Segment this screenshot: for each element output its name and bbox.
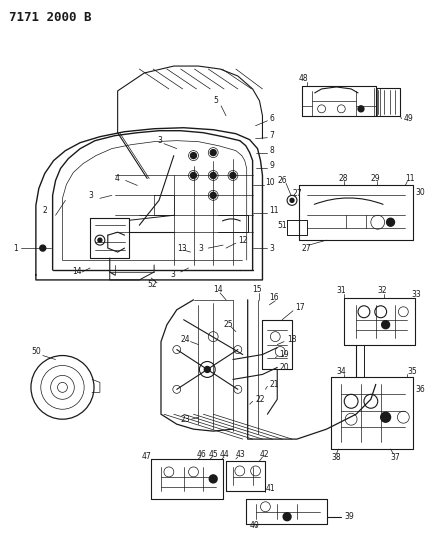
Circle shape: [190, 152, 196, 158]
Text: 33: 33: [411, 290, 421, 300]
Text: 30: 30: [415, 188, 425, 197]
Text: 41: 41: [265, 484, 275, 494]
Circle shape: [190, 173, 196, 179]
Circle shape: [210, 173, 216, 179]
Text: 40: 40: [250, 521, 259, 530]
Text: 37: 37: [390, 453, 400, 462]
Text: 3: 3: [88, 191, 93, 200]
Text: 1: 1: [13, 244, 18, 253]
Text: 9: 9: [269, 161, 274, 170]
Text: 16: 16: [269, 293, 279, 302]
Text: 13: 13: [177, 244, 186, 253]
Text: 25: 25: [223, 320, 233, 329]
Text: 4: 4: [115, 174, 119, 183]
Circle shape: [358, 106, 364, 112]
Text: 21: 21: [269, 380, 279, 389]
Text: 15: 15: [253, 285, 262, 294]
Circle shape: [40, 245, 46, 251]
Text: 14: 14: [213, 285, 223, 294]
Text: 27: 27: [292, 189, 302, 198]
Text: 29: 29: [371, 174, 380, 183]
Text: 8: 8: [269, 146, 274, 155]
Circle shape: [380, 412, 390, 422]
Circle shape: [283, 513, 291, 521]
Circle shape: [290, 198, 294, 203]
Text: 2: 2: [43, 206, 48, 215]
Text: 12: 12: [238, 236, 247, 245]
Text: 3: 3: [199, 244, 203, 253]
Text: 36: 36: [415, 385, 425, 394]
Text: 10: 10: [265, 178, 275, 187]
Text: 52: 52: [147, 280, 157, 289]
Text: 43: 43: [236, 449, 246, 458]
Text: 39: 39: [344, 512, 354, 521]
Text: 28: 28: [338, 174, 348, 183]
Text: 38: 38: [331, 453, 341, 462]
Text: 3: 3: [269, 244, 274, 253]
Text: 48: 48: [299, 75, 309, 84]
Text: 6: 6: [269, 114, 274, 123]
Text: 23: 23: [181, 415, 190, 424]
Text: 46: 46: [196, 449, 206, 458]
Text: 27: 27: [302, 244, 312, 253]
Text: 11: 11: [405, 174, 415, 183]
Circle shape: [230, 173, 236, 179]
Circle shape: [209, 475, 217, 483]
Text: 24: 24: [181, 335, 190, 344]
Text: 20: 20: [279, 363, 289, 372]
Text: 34: 34: [336, 367, 346, 376]
Text: 44: 44: [220, 449, 230, 458]
Text: 32: 32: [378, 286, 387, 295]
Circle shape: [98, 238, 102, 242]
Circle shape: [210, 192, 216, 198]
Text: 7171 2000 B: 7171 2000 B: [9, 11, 92, 25]
Text: 22: 22: [256, 395, 265, 404]
Text: 17: 17: [295, 303, 305, 312]
Text: 31: 31: [336, 286, 346, 295]
Text: 3: 3: [157, 136, 162, 145]
Text: 42: 42: [259, 449, 269, 458]
Text: 51: 51: [277, 221, 287, 230]
Text: 50: 50: [31, 347, 41, 356]
Text: 14: 14: [72, 268, 82, 277]
Text: 26: 26: [277, 176, 287, 185]
Text: 11: 11: [269, 206, 279, 215]
Text: 3: 3: [171, 270, 176, 279]
Circle shape: [204, 367, 210, 373]
Text: 35: 35: [407, 367, 417, 376]
Text: 45: 45: [208, 449, 218, 458]
Text: 7: 7: [269, 131, 274, 140]
Circle shape: [386, 218, 395, 226]
Circle shape: [382, 321, 389, 329]
Text: 5: 5: [213, 96, 218, 106]
Text: 18: 18: [287, 335, 297, 344]
Text: 19: 19: [279, 350, 289, 359]
Text: 47: 47: [141, 451, 151, 461]
Text: 49: 49: [403, 114, 413, 123]
Circle shape: [210, 150, 216, 156]
